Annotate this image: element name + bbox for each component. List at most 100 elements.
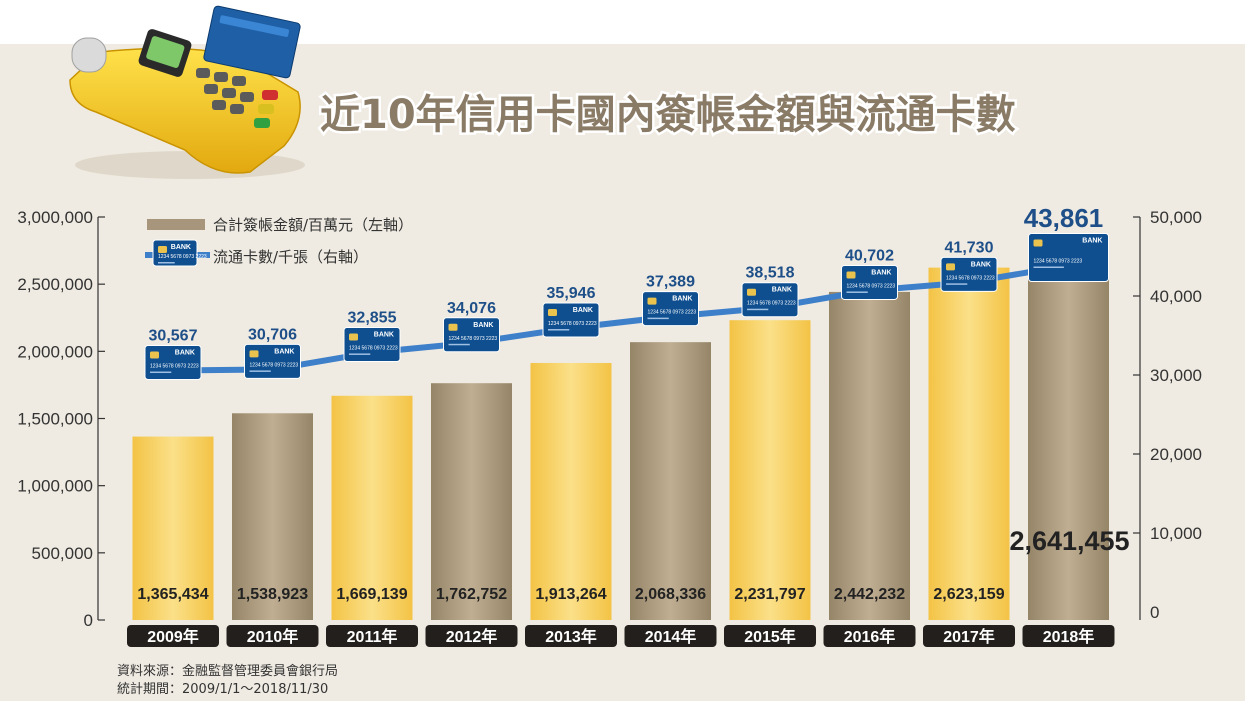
card-stripe (846, 291, 868, 293)
year-tag (326, 625, 418, 647)
card-marker: BANK 1234 5678 0973 2223 (741, 282, 799, 318)
bar-value-label: 1,669,139 (336, 586, 407, 603)
line-value-label: 40,702 (845, 247, 894, 264)
card-marker: BANK 1234 5678 0973 2223 (144, 345, 202, 381)
card-number-text: 1234 5678 0973 2223 (158, 254, 207, 260)
right-tick-label: 40,000 (1150, 287, 1202, 306)
card-number-text: 1234 5678 0973 2223 (1034, 258, 1083, 264)
right-tick-label: 30,000 (1150, 366, 1202, 385)
card-chip (448, 323, 458, 331)
year-tag (923, 625, 1015, 647)
legend-card-icon: BANK 1234 5678 0973 2223 (152, 239, 207, 267)
legend-line-label: 流通卡數/千張（右軸） (213, 248, 368, 266)
card-number-text: 1234 5678 0973 2223 (449, 336, 498, 342)
right-tick-label: 10,000 (1150, 524, 1202, 543)
bar (132, 436, 214, 620)
year-tag (624, 625, 717, 647)
card-stripe (747, 308, 769, 311)
year-label: 2014年 (645, 627, 697, 646)
line-value-label: 43,861 (1024, 203, 1104, 233)
card-stripe (249, 370, 271, 372)
legend-bar-label: 合計簽帳金額/百萬元（左軸） (213, 216, 413, 234)
line-value-label: 35,946 (547, 285, 596, 302)
legend: 合計簽帳金額/百萬元（左軸） BANK 1234 5678 0973 2223 流… (145, 216, 413, 267)
right-tick-label: 20,000 (1150, 445, 1202, 464)
card-chip (846, 271, 856, 279)
card-stripe (158, 262, 175, 264)
bar (232, 413, 313, 620)
card-bank-text: BANK (175, 350, 195, 357)
line-value-label: 32,855 (348, 309, 397, 326)
card-chip (1033, 239, 1043, 247)
card-marker: BANK 1234 5678 0973 2223 (343, 326, 401, 362)
right-tick-label: 50,000 (1150, 208, 1202, 227)
card-marker: BANK 1234 5678 0973 2223 (443, 317, 500, 353)
card-bank-text: BANK (971, 261, 991, 268)
year-label: 2013年 (545, 627, 597, 646)
line-value-label: 37,389 (646, 274, 695, 291)
year-label: 2010年 (247, 627, 299, 646)
year-label: 2012年 (446, 627, 498, 646)
bar (331, 395, 413, 620)
card-stripe (647, 317, 669, 320)
bar-value-label: 2,231,797 (734, 586, 805, 603)
card-marker: BANK 1234 5678 0973 2223 (940, 256, 998, 292)
card-chip (946, 263, 955, 271)
bar (729, 320, 811, 620)
line-value-label: 30,567 (149, 328, 198, 345)
line-value-label: 30,706 (248, 326, 297, 343)
year-label: 2017年 (943, 627, 995, 646)
left-tick-label: 2,500,000 (17, 275, 93, 294)
card-stripe (448, 343, 470, 346)
card-bank-text: BANK (171, 244, 191, 251)
line-value-label: 34,076 (447, 300, 496, 317)
bar-value-label: 1,762,752 (436, 586, 507, 603)
bar (630, 342, 711, 620)
chart-title: 近10年信用卡國內簽帳金額與流通卡數 (320, 92, 1016, 138)
card-bank-text: BANK (274, 348, 294, 355)
card-chip (349, 333, 358, 341)
year-label: 2009年 (147, 627, 199, 646)
year-tag (425, 625, 518, 647)
year-tag (724, 625, 816, 647)
bar (829, 291, 910, 620)
card-number-text: 1234 5678 0973 2223 (946, 275, 995, 281)
bar-series (132, 265, 1109, 620)
bar (1028, 265, 1109, 620)
card-bank-text: BANK (473, 322, 493, 329)
card-chip (548, 309, 557, 317)
card-bank-text: BANK (1082, 237, 1102, 244)
card-stripe (349, 353, 371, 355)
source-line-1: 資料來源：金融監督管理委員會銀行局 (117, 663, 338, 679)
card-stripe (1033, 266, 1064, 268)
bar (928, 267, 1010, 620)
x-axis-labels: 2009年 2010年 2011年 2012年 2013年 2014年 2015年 2016年… (127, 625, 1115, 647)
card-stripe (946, 283, 968, 285)
card-chip (150, 351, 159, 359)
axes: 0 500,000 1,000,000 1,500,000 2,000,000 2,500… (17, 208, 1202, 630)
card-reader-illustration (69, 5, 305, 179)
card-stripe (548, 329, 570, 331)
left-tick-label: 500,000 (32, 544, 93, 563)
line-series: BANK 1234 5678 0973 2223 BANK 1234 5678 097… (144, 232, 1109, 381)
card-number-text: 1234 5678 0973 2223 (847, 283, 896, 289)
line-value-label: 41,730 (945, 239, 994, 256)
card-bank-text: BANK (672, 296, 692, 303)
card-bank-text: BANK (772, 287, 792, 294)
bar (431, 383, 512, 620)
year-tag (1022, 625, 1115, 647)
left-tick-label: 1,000,000 (17, 477, 93, 496)
source-line-2: 統計期間：2009/1/1～2018/11/30 (117, 681, 328, 697)
left-tick-label: 3,000,000 (17, 208, 93, 227)
card-number-text: 1234 5678 0973 2223 (747, 301, 796, 307)
year-label: 2018年 (1043, 627, 1095, 646)
card-stripe (150, 371, 172, 374)
legend-bar-swatch (147, 219, 205, 230)
left-tick-label: 0 (84, 611, 93, 630)
left-tick-label: 2,000,000 (17, 342, 93, 361)
bar-value-label: 1,538,923 (237, 586, 308, 603)
card-marker: BANK 1234 5678 0973 2223 (244, 343, 301, 379)
year-label: 2011年 (347, 627, 398, 646)
left-tick-label: 1,500,000 (17, 410, 93, 429)
card-bank-text: BANK (573, 307, 593, 314)
